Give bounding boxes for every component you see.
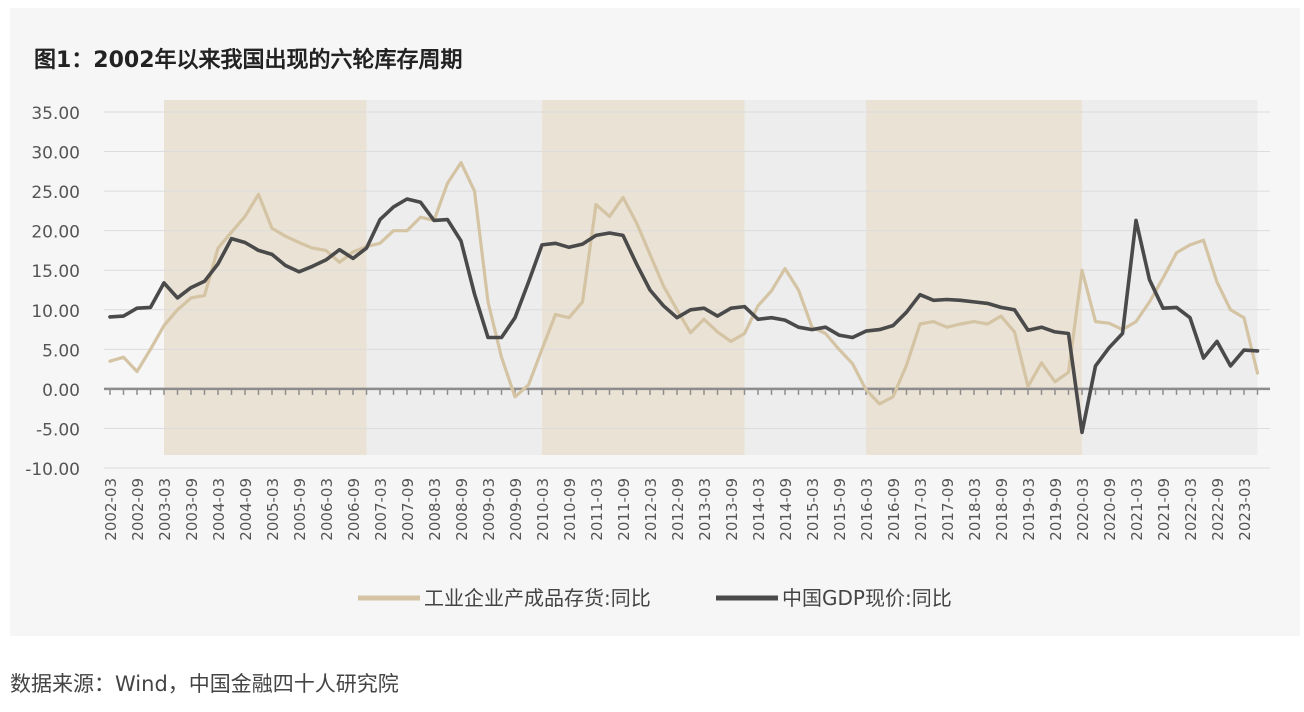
x-tick-label: 2004-09 xyxy=(237,478,255,541)
x-tick-label: 2014-03 xyxy=(750,478,768,541)
x-tick-label: 2010-09 xyxy=(561,478,579,541)
x-tick-label: 2011-09 xyxy=(615,478,633,541)
x-tick-label: 2021-09 xyxy=(1155,478,1173,541)
x-tick-label: 2002-09 xyxy=(129,478,147,541)
y-tick-label: 5.00 xyxy=(42,341,80,361)
x-tick-label: 2016-09 xyxy=(885,478,903,541)
x-tick-label: 2012-09 xyxy=(669,478,687,541)
x-tick-label: 2017-03 xyxy=(912,478,930,541)
x-tick-label: 2008-09 xyxy=(453,478,471,541)
x-tick-label: 2012-03 xyxy=(642,478,660,541)
gridlines xyxy=(104,111,1270,469)
x-tick-label: 2018-09 xyxy=(993,478,1011,541)
x-tick-label: 2022-09 xyxy=(1209,478,1227,541)
x-tick-label: 2004-03 xyxy=(210,478,228,541)
shaded-period-4 xyxy=(744,100,866,455)
y-tick-label: 35.00 xyxy=(31,104,80,124)
shaded-period-6 xyxy=(1082,100,1258,455)
x-tick-label: 2006-03 xyxy=(318,478,336,541)
x-tick-label: 2011-03 xyxy=(588,478,606,541)
source-note: 数据来源：Wind，中国金融四十人研究院 xyxy=(10,672,399,696)
x-tick-label: 2020-09 xyxy=(1101,478,1119,541)
series-lines xyxy=(108,161,1260,435)
x-tick-label: 2009-03 xyxy=(480,478,498,541)
x-tick-label: 2019-09 xyxy=(1047,478,1065,541)
y-tick-label: 15.00 xyxy=(31,262,80,282)
x-tick-label: 2022-03 xyxy=(1182,478,1200,541)
x-tick-label: 2020-03 xyxy=(1074,478,1092,541)
legend-label-inventory: 工业企业产成品存货:同比 xyxy=(424,586,651,610)
y-tick-label: -5.00 xyxy=(36,420,80,440)
x-tick-label: 2005-09 xyxy=(291,478,309,541)
x-tick-label: 2018-03 xyxy=(966,478,984,541)
inventory-yoy-line xyxy=(108,161,1260,406)
x-tick-label: 2019-03 xyxy=(1020,478,1038,541)
x-tick-label: 2003-09 xyxy=(183,478,201,541)
y-tick-label: 10.00 xyxy=(31,302,80,322)
x-tick-label: 2007-03 xyxy=(372,478,390,541)
shaded-periods xyxy=(164,100,1258,455)
x-tick-label: 2013-03 xyxy=(696,478,714,541)
y-tick-label: 30.00 xyxy=(31,144,80,164)
x-tick-label: 2015-03 xyxy=(804,478,822,541)
x-tick-label: 2013-09 xyxy=(723,478,741,541)
x-tick-label: 2006-09 xyxy=(345,478,363,541)
x-tick-label: 2023-03 xyxy=(1236,478,1254,541)
shaded-period-2 xyxy=(366,100,542,455)
x-tick-label: 2017-09 xyxy=(939,478,957,541)
shaded-period-1 xyxy=(164,100,367,455)
x-tick-label: 2010-03 xyxy=(534,478,552,541)
gdp-nominal-yoy-line xyxy=(108,197,1260,435)
y-tick-label: -10.00 xyxy=(25,460,80,480)
x-tick-label: 2002-03 xyxy=(102,478,120,541)
chart-title: 图1：2002年以来我国出现的六轮库存周期 xyxy=(34,48,463,73)
legend: 工业企业产成品存货:同比 中国GDP现价:同比 xyxy=(358,586,952,610)
y-tick-label: 0.00 xyxy=(42,381,80,401)
legend-label-gdp: 中国GDP现价:同比 xyxy=(782,586,952,610)
y-axis: 35.00 30.00 25.00 20.00 15.00 10.00 5.00 0.00 -5… xyxy=(25,104,80,480)
x-tick-label: 2014-09 xyxy=(777,478,795,541)
x-tick-label: 2009-09 xyxy=(507,478,525,541)
x-tick-label: 2003-03 xyxy=(156,478,174,541)
y-tick-label: 20.00 xyxy=(31,223,80,243)
x-tick-label: 2021-03 xyxy=(1128,478,1146,541)
x-tick-label: 2007-09 xyxy=(399,478,417,541)
x-tick-label: 2015-09 xyxy=(831,478,849,541)
x-tick-label: 2008-03 xyxy=(426,478,444,541)
shaded-period-5 xyxy=(866,100,1082,455)
x-tick-label: 2005-03 xyxy=(264,478,282,541)
x-tick-label: 2016-03 xyxy=(858,478,876,541)
x-axis: 2002-03 2002-09 2003-03 2003-09 2004-03 2004-… xyxy=(102,387,1270,541)
y-tick-label: 25.00 xyxy=(31,183,80,203)
